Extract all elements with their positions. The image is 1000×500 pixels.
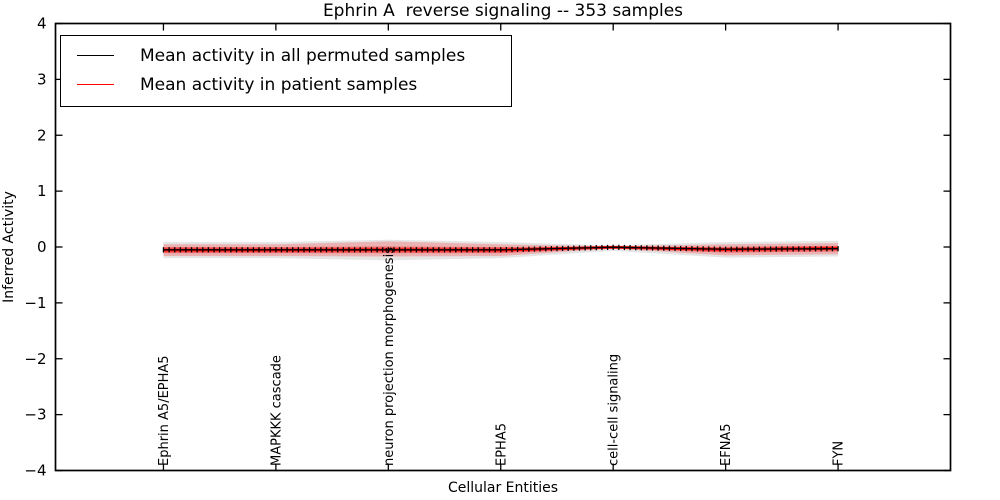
- legend-line-sample-red: [77, 84, 114, 85]
- x-axis-label: Cellular Entities: [447, 480, 559, 496]
- y-tick-label: 1: [37, 182, 47, 200]
- y-tick-label: −2: [24, 350, 46, 368]
- legend-entry-patient: Mean activity in patient samples: [61, 70, 511, 99]
- y-tick-label: −4: [24, 462, 46, 480]
- y-tick-label: 2: [37, 126, 47, 144]
- category-label: MAPKKK cascade: [269, 355, 284, 466]
- y-axis-label: Inferred Activity: [1, 191, 17, 303]
- chart-title: Ephrin A reverse signaling -- 353 sample…: [322, 1, 684, 21]
- y-tick-label: 3: [37, 70, 47, 88]
- category-label: EPHA5: [494, 423, 509, 466]
- legend-label-patient: Mean activity in patient samples: [140, 74, 418, 95]
- category-label: neuron projection morphogenesis: [382, 247, 397, 466]
- legend: Mean activity in all permuted samples Me…: [60, 35, 512, 107]
- y-tick-label: 4: [37, 15, 47, 33]
- y-tick-label: 0: [37, 238, 47, 256]
- category-label: cell-cell signaling: [607, 354, 622, 466]
- legend-entry-permuted: Mean activity in all permuted samples: [61, 41, 511, 70]
- plot-border: [54, 22, 952, 472]
- y-tick-label: −3: [24, 406, 46, 424]
- y-tick-label: −1: [24, 294, 46, 312]
- legend-line-sample-black: [77, 55, 114, 56]
- legend-label-permuted: Mean activity in all permuted samples: [140, 45, 466, 66]
- category-label: FYN: [832, 441, 847, 466]
- category-label: EFNA5: [719, 423, 734, 466]
- category-label: Ephrin A5/EPHA5: [157, 355, 172, 466]
